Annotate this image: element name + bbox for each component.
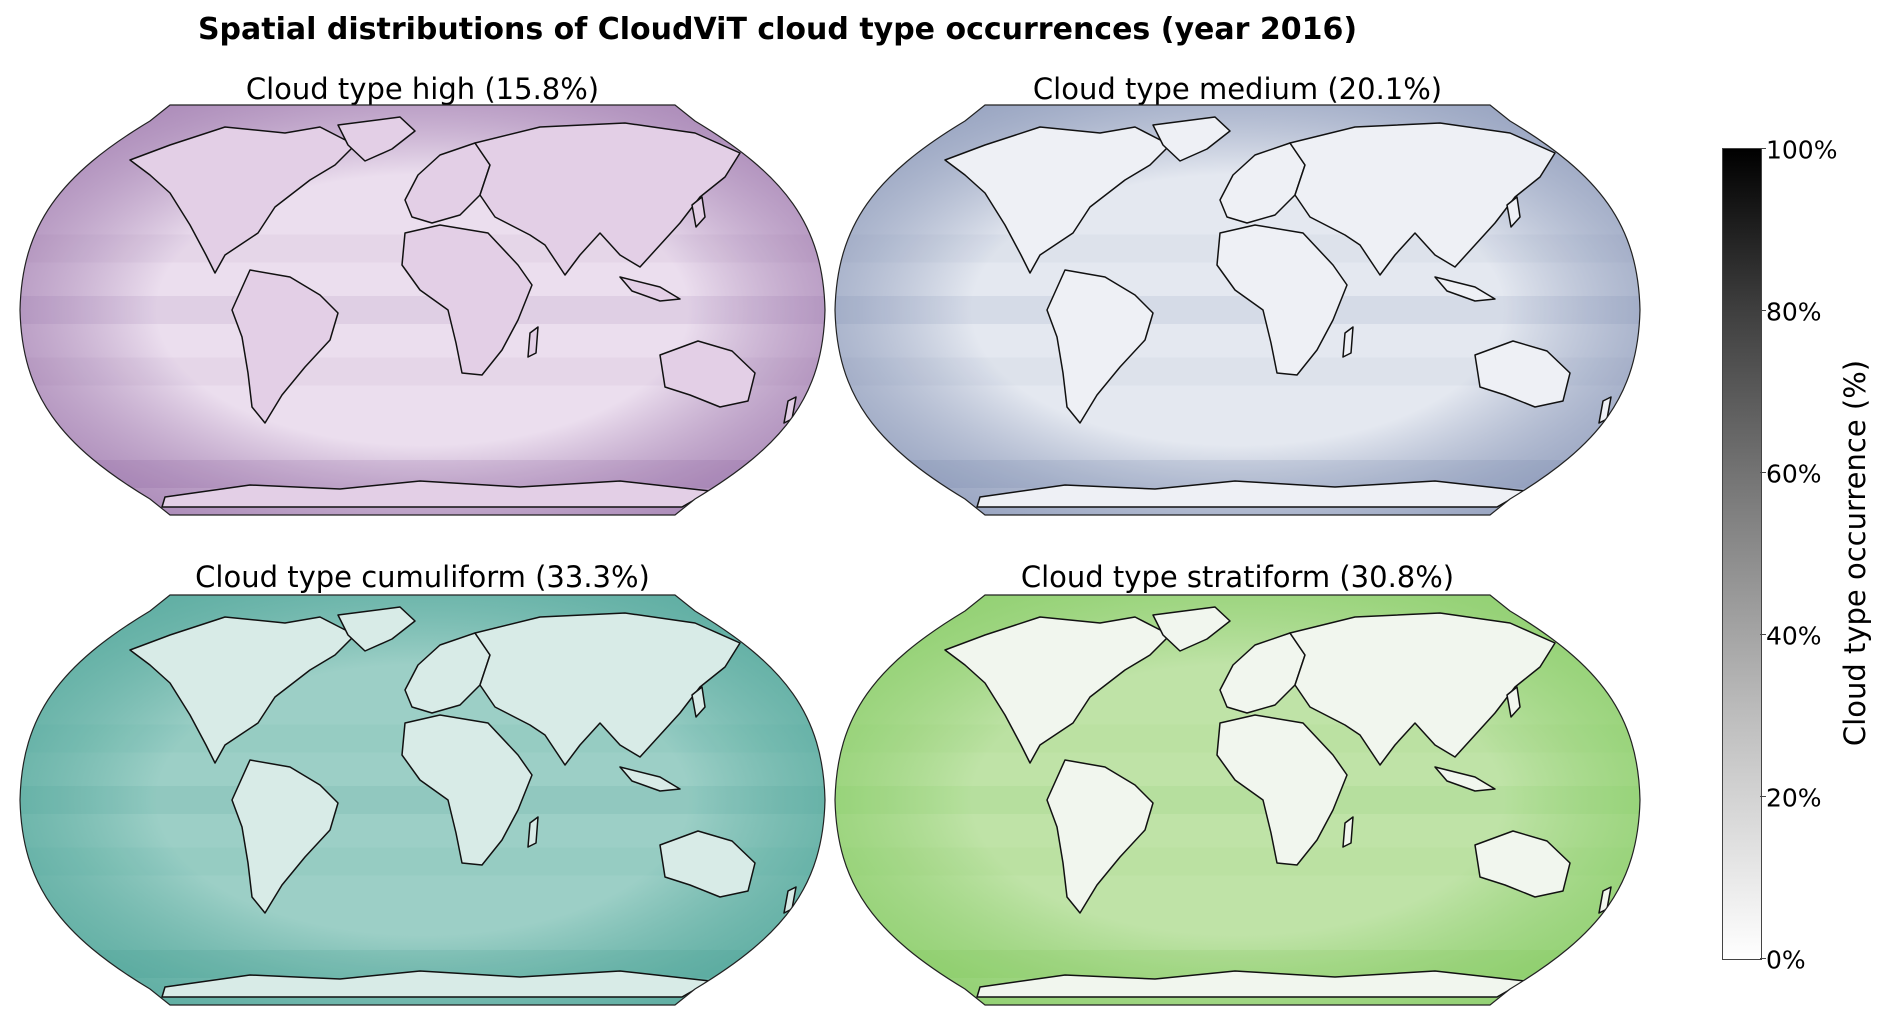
- panel-title-stratiform: Cloud type stratiform (30.8%): [1020, 560, 1455, 594]
- coastline: [1342, 326, 1354, 358]
- coastline: [161, 970, 711, 998]
- colorbar-tick-100: 100%: [1766, 135, 1838, 165]
- coastline: [976, 970, 1526, 998]
- coastline: [619, 276, 681, 302]
- colorbar-tick-40: 40%: [1766, 621, 1822, 651]
- coastline: [1474, 340, 1571, 408]
- map-boundary: [834, 104, 1641, 516]
- coastline: [619, 766, 681, 792]
- colorbar-tick-60: 60%: [1766, 459, 1822, 489]
- coastline: [474, 122, 741, 276]
- colorbar-label: Cloud type occurrence (%): [1838, 359, 1872, 747]
- figure-title: Spatial distributions of CloudViT cloud …: [197, 12, 1358, 47]
- colorbar-tick-20: 20%: [1766, 783, 1822, 813]
- coastline: [1152, 116, 1231, 162]
- coastline: [1289, 122, 1556, 276]
- map-boundary: [834, 594, 1641, 1006]
- map-stratiform: [834, 594, 1641, 1006]
- coastline: [659, 340, 756, 408]
- coastline: [231, 759, 339, 914]
- coastline: [161, 480, 711, 508]
- coastline: [944, 126, 1171, 274]
- coastline: [976, 480, 1526, 508]
- map-boundary: [19, 594, 826, 1006]
- coastline: [474, 612, 741, 766]
- colorbar-tick-0: 0%: [1766, 945, 1806, 975]
- panel-title-medium: Cloud type medium (20.1%): [1032, 72, 1443, 106]
- coastline: [231, 269, 339, 424]
- coastline: [337, 606, 416, 652]
- panel-title-cumuliform: Cloud type cumuliform (33.3%): [195, 560, 650, 594]
- coastline: [129, 126, 356, 274]
- coastline: [401, 224, 533, 376]
- panel-title-high: Cloud type high (15.8%): [245, 72, 600, 106]
- coastline: [527, 816, 539, 848]
- colorbar-tick-80: 80%: [1766, 297, 1822, 327]
- coastline: [1506, 196, 1521, 228]
- coastline: [527, 326, 539, 358]
- coastline: [1434, 276, 1496, 302]
- colorbar: [1722, 148, 1762, 960]
- coastline: [944, 616, 1171, 764]
- coastline: [1216, 224, 1348, 376]
- coastline: [1046, 269, 1154, 424]
- coastline: [1342, 816, 1354, 848]
- coastline: [401, 714, 533, 866]
- coastline: [691, 196, 706, 228]
- map-boundary: [19, 104, 826, 516]
- coastline: [1289, 612, 1556, 766]
- coastline: [1434, 766, 1496, 792]
- coastline: [337, 116, 416, 162]
- coastline: [129, 616, 356, 764]
- coastline: [1152, 606, 1231, 652]
- map-high: [19, 104, 826, 516]
- map-cumuliform: [19, 594, 826, 1006]
- coastline: [1506, 686, 1521, 718]
- coastline: [1216, 714, 1348, 866]
- map-medium: [834, 104, 1641, 516]
- coastline: [1046, 759, 1154, 914]
- coastline: [1474, 830, 1571, 898]
- coastline: [691, 686, 706, 718]
- coastline: [659, 830, 756, 898]
